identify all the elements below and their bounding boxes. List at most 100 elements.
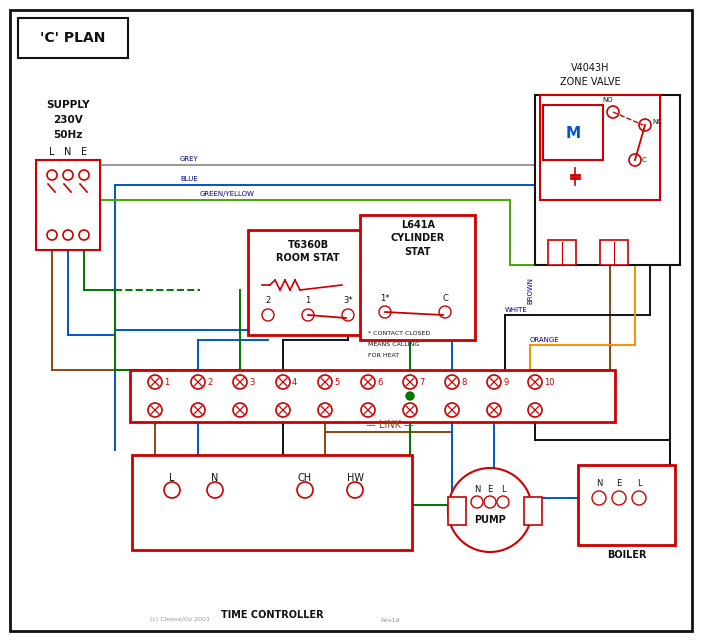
Circle shape	[318, 375, 332, 389]
Text: N: N	[211, 473, 219, 483]
Text: L: L	[169, 473, 175, 483]
Text: TIME CONTROLLER: TIME CONTROLLER	[220, 610, 324, 620]
Circle shape	[233, 403, 247, 417]
Circle shape	[63, 230, 73, 240]
Text: L: L	[49, 147, 55, 157]
Circle shape	[361, 375, 375, 389]
Circle shape	[487, 403, 501, 417]
Circle shape	[445, 403, 459, 417]
Text: T6360B: T6360B	[287, 240, 329, 250]
Text: CYLINDER: CYLINDER	[391, 233, 445, 243]
Circle shape	[233, 375, 247, 389]
Text: NC: NC	[652, 119, 662, 125]
Text: FOR HEAT: FOR HEAT	[368, 353, 399, 358]
Bar	[548, 240, 576, 265]
Text: — LINK —: — LINK —	[366, 420, 414, 430]
Text: 5: 5	[334, 378, 339, 387]
Text: E: E	[616, 478, 622, 488]
Circle shape	[207, 482, 223, 498]
Text: HW: HW	[347, 473, 364, 483]
Text: 'C' PLAN: 'C' PLAN	[40, 31, 106, 45]
Bar	[130, 370, 615, 422]
Circle shape	[47, 170, 57, 180]
Bar	[18, 18, 128, 58]
Circle shape	[406, 392, 414, 400]
Circle shape	[487, 375, 501, 389]
Text: N: N	[596, 478, 602, 488]
Text: 8: 8	[461, 378, 466, 387]
Text: SUPPLY: SUPPLY	[46, 100, 90, 110]
Text: 2: 2	[207, 378, 212, 387]
Text: E: E	[487, 485, 493, 494]
Text: 3*: 3*	[343, 296, 353, 304]
Text: (c) Cleeve/Oz 2003: (c) Cleeve/Oz 2003	[150, 617, 210, 622]
Text: 1*: 1*	[380, 294, 390, 303]
Text: * CONTACT CLOSED: * CONTACT CLOSED	[368, 331, 430, 335]
Circle shape	[528, 375, 542, 389]
Bar	[248, 230, 368, 335]
Text: GREEN/YELLOW: GREEN/YELLOW	[200, 191, 255, 197]
Circle shape	[164, 482, 180, 498]
Bar	[600, 240, 628, 265]
Circle shape	[612, 491, 626, 505]
Circle shape	[439, 306, 451, 318]
Text: ORANGE: ORANGE	[530, 337, 559, 343]
Text: N: N	[474, 485, 480, 494]
Circle shape	[302, 309, 314, 321]
Text: 7: 7	[419, 378, 425, 387]
Bar	[535, 95, 680, 265]
Text: V4043H: V4043H	[571, 63, 609, 73]
Circle shape	[361, 403, 375, 417]
Circle shape	[632, 491, 646, 505]
Text: BLUE: BLUE	[180, 176, 198, 182]
Text: BROWN: BROWN	[527, 276, 533, 303]
Circle shape	[342, 309, 354, 321]
Text: CH: CH	[298, 473, 312, 483]
Circle shape	[47, 230, 57, 240]
Text: PUMP: PUMP	[474, 515, 506, 525]
Circle shape	[191, 403, 205, 417]
Text: M: M	[565, 126, 581, 140]
Text: 6: 6	[377, 378, 383, 387]
Text: C: C	[442, 294, 448, 303]
Circle shape	[445, 375, 459, 389]
Text: L: L	[501, 485, 505, 494]
Text: Rev1d: Rev1d	[380, 617, 399, 622]
Text: ZONE VALVE: ZONE VALVE	[559, 77, 621, 87]
Circle shape	[79, 170, 89, 180]
Text: L641A: L641A	[401, 220, 435, 230]
Bar	[543, 105, 603, 160]
Text: 10: 10	[544, 378, 555, 387]
Text: STAT: STAT	[404, 247, 431, 257]
Text: 9: 9	[503, 378, 508, 387]
Circle shape	[276, 403, 290, 417]
Circle shape	[592, 491, 606, 505]
Circle shape	[262, 309, 274, 321]
Text: E: E	[81, 147, 87, 157]
Text: 230V: 230V	[53, 115, 83, 125]
Text: WHITE: WHITE	[505, 307, 528, 313]
Text: 3: 3	[249, 378, 254, 387]
Circle shape	[497, 496, 509, 508]
Text: 1: 1	[164, 378, 169, 387]
Circle shape	[379, 306, 391, 318]
Bar	[448, 497, 466, 525]
Circle shape	[448, 468, 532, 552]
Text: 2: 2	[265, 296, 271, 304]
Circle shape	[297, 482, 313, 498]
Text: C: C	[642, 157, 647, 163]
Text: ROOM STAT: ROOM STAT	[276, 253, 340, 263]
Circle shape	[148, 375, 162, 389]
Text: MEANS CALLING: MEANS CALLING	[368, 342, 419, 347]
Circle shape	[629, 154, 641, 166]
Circle shape	[191, 375, 205, 389]
Circle shape	[471, 496, 483, 508]
Circle shape	[79, 230, 89, 240]
Circle shape	[484, 496, 496, 508]
Circle shape	[148, 403, 162, 417]
Circle shape	[639, 119, 651, 131]
Circle shape	[528, 403, 542, 417]
Circle shape	[347, 482, 363, 498]
Bar	[540, 95, 660, 200]
Text: BOILER: BOILER	[607, 550, 647, 560]
